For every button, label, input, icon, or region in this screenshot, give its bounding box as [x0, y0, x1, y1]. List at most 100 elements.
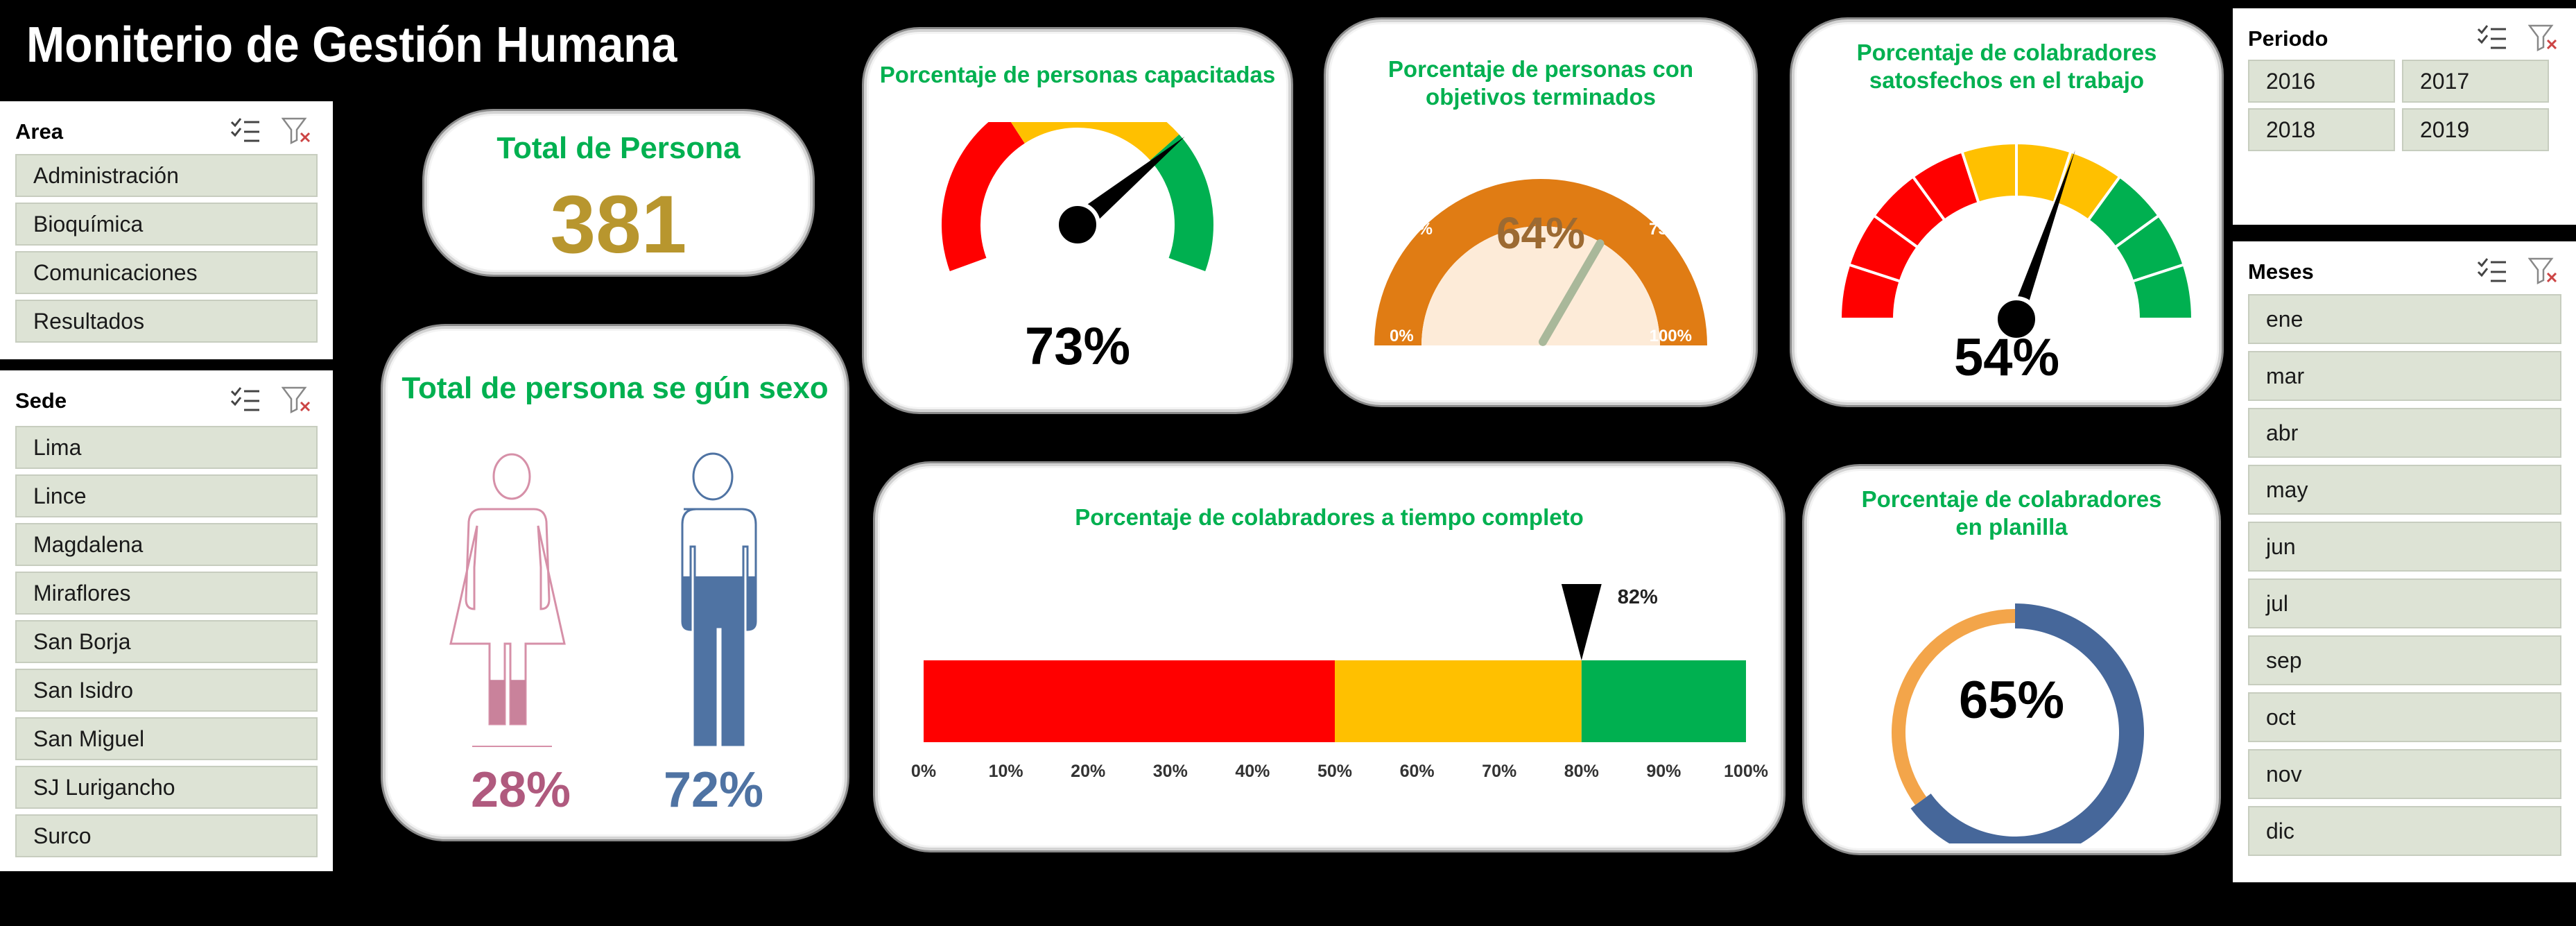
card-title-line2: en planilla — [1955, 513, 2068, 540]
sexo-card: Total de persona se gún sexo — [383, 326, 847, 839]
slicer-header: Sede — [15, 370, 333, 426]
multi-select-icon[interactable] — [2477, 257, 2507, 284]
meses-slicer: Meses ene mar abr may jun jul sep oct nov dic — [2233, 241, 2576, 882]
card-title-line1: Porcentaje de personas con — [1388, 56, 1694, 82]
slicer-item[interactable]: Administración — [15, 154, 318, 197]
tick-label: 20% — [1071, 762, 1105, 781]
bar-band — [924, 660, 1335, 742]
card-title-line2: satosfechos en el trabajo — [1869, 67, 2145, 93]
satisfechos-value: 54% — [1953, 328, 2060, 387]
total-persona-value: 381 — [550, 179, 687, 271]
gender-figures — [449, 452, 757, 747]
slicer-header: Area — [15, 101, 333, 157]
slicer-title: Sede — [15, 388, 67, 413]
marker-label: 82% — [1618, 586, 1658, 608]
donut-slice-rest — [1892, 609, 2015, 805]
slicer-item[interactable]: 2019 — [2402, 108, 2549, 151]
gauge-needle — [1070, 137, 1185, 234]
slicer-item[interactable]: ene — [2248, 294, 2561, 344]
slicer-item[interactable]: 2018 — [2248, 108, 2395, 151]
slicer-item[interactable]: Lima — [15, 426, 318, 469]
objetivos-value: 64% — [1496, 208, 1585, 258]
slicer-title: Meses — [2248, 259, 2314, 284]
planilla-card: Porcentaje de colabradores en planilla 6… — [1804, 466, 2219, 853]
gauge-face — [1421, 226, 1660, 345]
slicer-item[interactable]: SJ Lurigancho — [15, 766, 318, 809]
gauge-band — [1150, 134, 1213, 272]
periodo-slicer: Periodo 2016 2017 2018 2019 — [2233, 8, 2576, 225]
tick-label: 50% — [1317, 762, 1352, 781]
slicer-item[interactable]: jul — [2248, 578, 2561, 628]
slicer-item[interactable]: jun — [2248, 522, 2561, 572]
slicer-item[interactable]: 2017 — [2402, 60, 2549, 103]
clear-filter-icon[interactable] — [282, 117, 312, 144]
gauge-band — [1374, 179, 1707, 345]
target-marker — [1561, 584, 1602, 660]
card-title-line1: Porcentaje de colabradores — [1861, 486, 2162, 512]
planilla-donut-chart — [1892, 603, 2144, 843]
slicer-item[interactable]: oct — [2248, 692, 2561, 742]
female-figure-icon — [449, 453, 566, 747]
clear-filter-icon[interactable] — [2528, 257, 2559, 284]
gauge-band — [1010, 122, 1179, 161]
tiempo-completo-bar-chart: 0% 10% 20% 30% 40% 50% 60% 70% 80% 90% 100% 82% — [911, 584, 1768, 781]
multi-select-icon[interactable] — [2477, 24, 2507, 51]
sede-slicer: Sede Lima Lince Magdalena Miraflores San Bor… — [0, 370, 333, 871]
slicer-item[interactable]: dic — [2248, 806, 2561, 856]
gauge-scale-label: 25% — [1399, 220, 1433, 239]
slicer-header: Meses — [2248, 241, 2576, 297]
tick-label: 100% — [1724, 762, 1768, 781]
card-title: Porcentaje de colabradores satosfechos e… — [1795, 39, 2219, 94]
slicer-item[interactable]: San Miguel — [15, 717, 318, 760]
tick-label: 60% — [1400, 762, 1435, 781]
multi-select-icon[interactable] — [230, 117, 261, 144]
card-title: Total de Persona — [496, 131, 741, 165]
tiempo-completo-card: Porcentaje de colabradores a tiempo comp… — [875, 463, 1783, 850]
card-title: Porcentaje de colabradores en planilla — [1807, 486, 2216, 540]
slicer-item[interactable]: Surco — [15, 814, 318, 857]
slicer-item[interactable]: Comunicaciones — [15, 251, 318, 294]
satisfechos-card: Porcentaje de colabradores satosfechos e… — [1792, 19, 2222, 405]
tick-label: 10% — [989, 762, 1023, 781]
total-persona-card: Total de Persona 381 — [424, 111, 813, 275]
gauge-pivot — [1055, 202, 1100, 248]
gauge-needle — [2009, 150, 2075, 322]
slicer-item[interactable]: Magdalena — [15, 523, 318, 566]
bar-band — [1581, 660, 1746, 742]
slicer-item[interactable]: abr — [2248, 408, 2561, 458]
clear-filter-icon[interactable] — [2528, 24, 2559, 51]
slicer-item[interactable]: mar — [2248, 351, 2561, 401]
tick-label: 0% — [911, 762, 936, 781]
gauge-segment — [2130, 262, 2195, 320]
capacitadas-value: 73% — [1024, 317, 1131, 376]
slicer-item[interactable]: may — [2248, 465, 2561, 515]
gauge-scale-label: 0% — [1390, 327, 1414, 345]
gauge-band — [942, 122, 1025, 272]
slicer-item[interactable]: Lince — [15, 474, 318, 517]
clear-filter-icon[interactable] — [282, 386, 312, 413]
satisfechos-gauge — [1838, 141, 2195, 341]
slicer-item[interactable]: San Borja — [15, 620, 318, 663]
tick-label: 90% — [1646, 762, 1681, 781]
multi-select-icon[interactable] — [230, 386, 261, 413]
area-slicer: Area Administración Bioquímica Comunicacio… — [0, 101, 333, 359]
slicer-item[interactable]: Miraflores — [15, 572, 318, 615]
slicer-title: Periodo — [2248, 26, 2328, 51]
slicer-item[interactable]: 2016 — [2248, 60, 2395, 103]
female-percentage: 28% — [470, 762, 571, 818]
tick-label: 30% — [1153, 762, 1188, 781]
dashboard-title: Moniterio de Gestión Humana — [26, 17, 677, 73]
slicer-item[interactable]: sep — [2248, 635, 2561, 685]
slicer-item[interactable]: Bioquímica — [15, 203, 318, 246]
male-figure-icon — [681, 452, 757, 746]
capacitadas-gauge — [942, 122, 1213, 272]
slicer-title: Area — [15, 119, 63, 144]
gauge-pivot — [1994, 296, 2039, 341]
bar-band — [1335, 660, 1582, 742]
planilla-value: 65% — [1958, 671, 2065, 730]
card-title: Porcentaje de colabradores a tiempo comp… — [1075, 504, 1584, 530]
slicer-item[interactable]: San Isidro — [15, 669, 318, 712]
slicer-item[interactable]: Resultados — [15, 300, 318, 343]
gauge-scale-label: 100% — [1650, 327, 1692, 345]
slicer-item[interactable]: nov — [2248, 749, 2561, 799]
